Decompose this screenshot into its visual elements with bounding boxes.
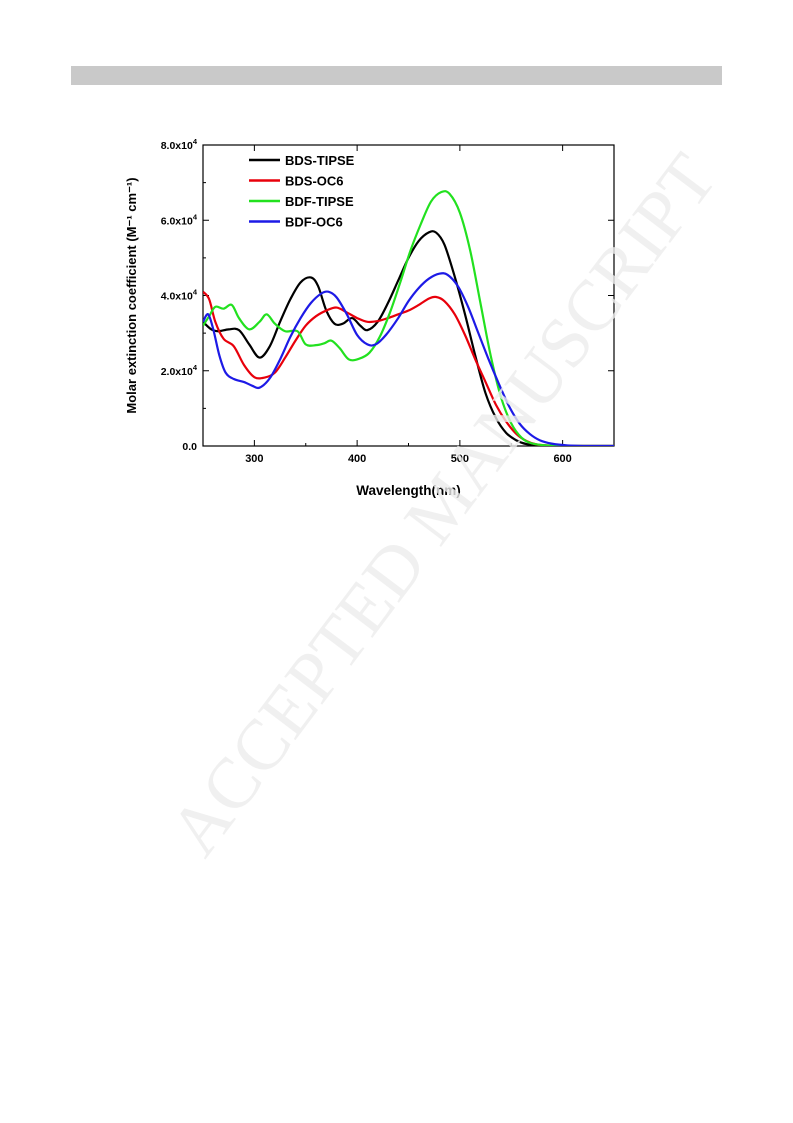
x-tick-label-400: 400 (348, 453, 366, 465)
plot-frame (202, 144, 615, 447)
x-tick-label-600: 600 (553, 453, 571, 465)
x-tick-label-500: 500 (451, 453, 469, 465)
legend-label-bdf-oc6: BDF-OC6 (285, 215, 343, 230)
x-tick-label-300: 300 (245, 453, 263, 465)
series-line-bds-tipse (203, 230, 614, 446)
y-tick-label-60000: 6.0x104 (161, 212, 198, 227)
legend-label-bds-tipse: BDS-TIPSE (285, 153, 355, 168)
x-axis-label: Wavelength(nm) (356, 483, 461, 498)
series-line-bdf-oc6 (203, 272, 614, 446)
legend-label-bds-oc6: BDS-OC6 (285, 174, 344, 189)
y-tick-label-40000: 4.0x104 (161, 288, 198, 303)
y-tick-label-20000: 2.0x104 (161, 363, 198, 378)
y-axis-label: Molar extinction coefficient (M⁻¹ cm⁻¹) (124, 177, 139, 413)
y-tick-label-80000: 8.0x104 (161, 137, 198, 152)
series-line-bds-oc6 (203, 290, 614, 446)
y-tick-label-0: 0.0 (182, 441, 197, 453)
series-line-bdf-tipse (203, 190, 614, 446)
header-bar (71, 66, 722, 85)
legend-label-bdf-tipse: BDF-TIPSE (285, 194, 354, 209)
